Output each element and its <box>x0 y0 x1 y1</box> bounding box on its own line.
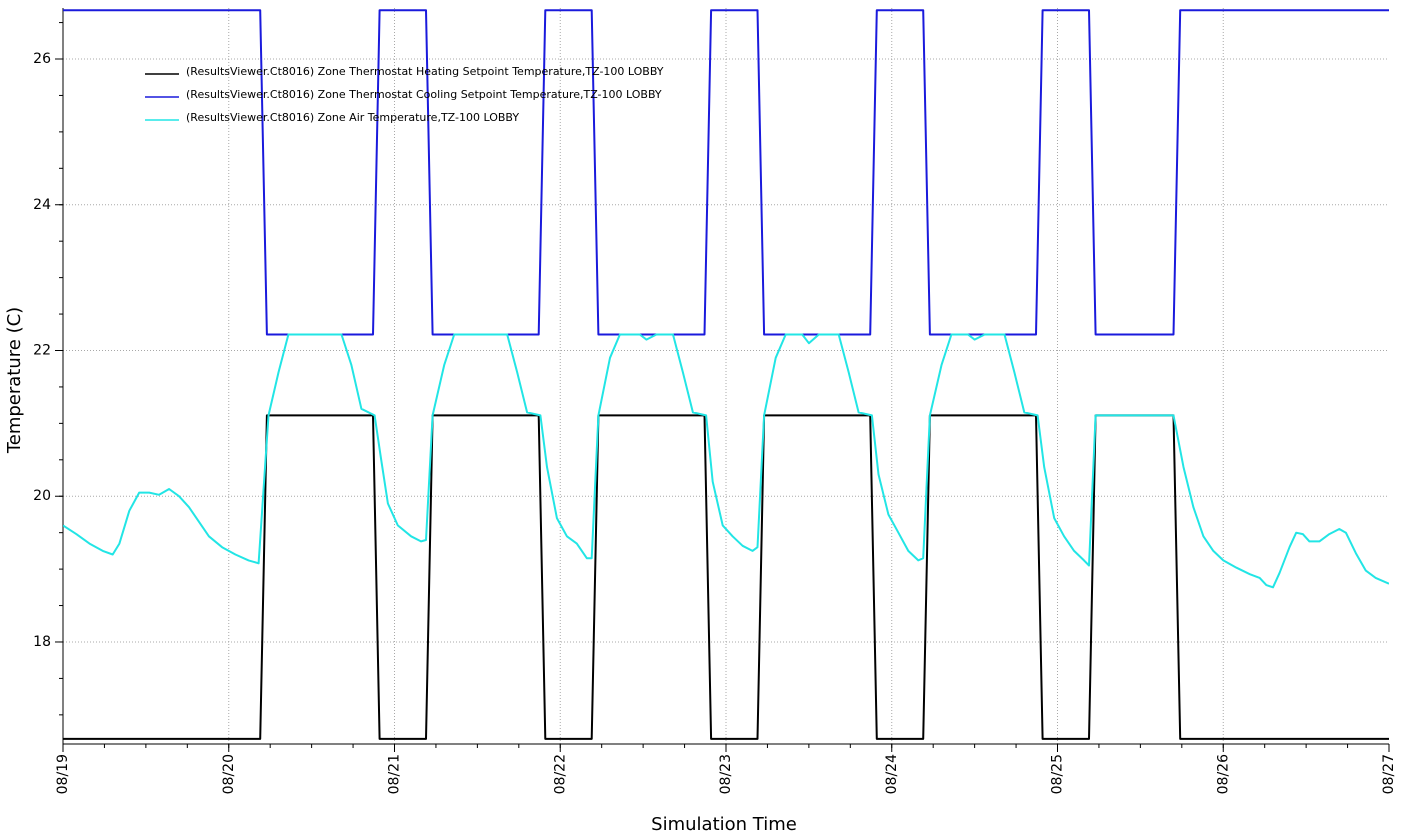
x-axis-title: Simulation Time <box>651 814 797 835</box>
x-tick-label: 08/20 <box>221 754 237 794</box>
x-tick-label: 08/24 <box>884 754 900 794</box>
y-tick-label: 22 <box>33 342 51 358</box>
series-group <box>63 9 1389 740</box>
x-tick-label: 08/19 <box>55 754 71 794</box>
tick-labels: 08/19 08/20 08/21 08/22 08/23 08/24 08/25 08/26… <box>33 51 1397 794</box>
y-tick-label: 24 <box>33 197 51 213</box>
x-tick-label: 08/26 <box>1215 754 1231 794</box>
legend-entry: (ResultsViewer.Ct8016) Zone Thermostat C… <box>145 88 662 101</box>
legend-label: (ResultsViewer.Ct8016) Zone Air Temperat… <box>186 111 519 124</box>
y-tick-label: 20 <box>33 488 51 504</box>
grid <box>63 8 1389 744</box>
y-tick-label: 18 <box>33 634 51 650</box>
x-tick-label: 08/21 <box>387 754 403 794</box>
x-tick-label: 08/22 <box>552 754 568 794</box>
x-tick-label: 08/27 <box>1381 754 1397 794</box>
y-tick-label: 26 <box>33 51 51 67</box>
legend-label: (ResultsViewer.Ct8016) Zone Thermostat C… <box>186 88 662 101</box>
legend-entry: (ResultsViewer.Ct8016) Zone Thermostat H… <box>145 65 664 78</box>
legend-entry: (ResultsViewer.Ct8016) Zone Air Temperat… <box>145 111 519 124</box>
x-tick-label: 08/23 <box>718 754 734 794</box>
heating-setpoint-line <box>63 414 1389 740</box>
legend-label: (ResultsViewer.Ct8016) Zone Thermostat H… <box>186 65 664 78</box>
cooling-setpoint-line <box>63 9 1389 336</box>
axes <box>55 8 1390 752</box>
y-axis-title: Temperature (C) <box>4 307 25 454</box>
legend: (ResultsViewer.Ct8016) Zone Thermostat H… <box>145 65 664 124</box>
zone-air-temperature-line <box>63 333 1389 589</box>
x-tick-label: 08/25 <box>1050 754 1066 794</box>
